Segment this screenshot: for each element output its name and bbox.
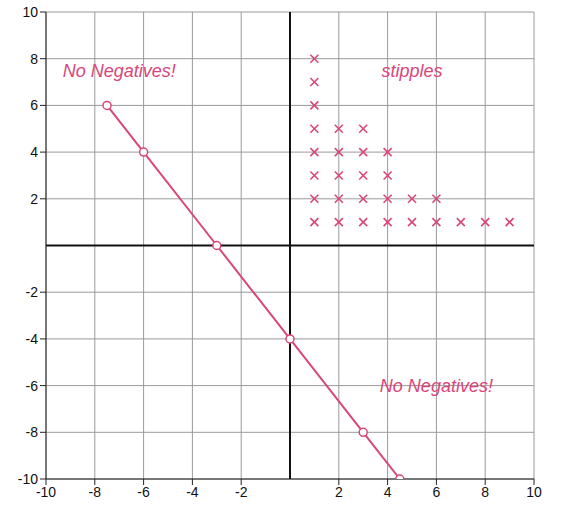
- svg-text:-2: -2: [26, 284, 39, 300]
- svg-text:8: 8: [30, 51, 38, 67]
- svg-text:No Negatives!: No Negatives!: [63, 61, 176, 81]
- svg-text:4: 4: [384, 484, 392, 500]
- svg-text:stipples: stipples: [381, 61, 442, 81]
- svg-text:10: 10: [526, 484, 542, 500]
- svg-text:-6: -6: [26, 378, 39, 394]
- svg-text:-6: -6: [137, 484, 150, 500]
- svg-text:6: 6: [433, 484, 441, 500]
- svg-text:6: 6: [30, 97, 38, 113]
- svg-text:-4: -4: [186, 484, 199, 500]
- svg-text:2: 2: [335, 484, 343, 500]
- svg-text:No Negatives!: No Negatives!: [380, 376, 493, 396]
- svg-text:-10: -10: [36, 484, 56, 500]
- svg-text:4: 4: [30, 144, 38, 160]
- svg-text:8: 8: [481, 484, 489, 500]
- svg-text:-2: -2: [235, 484, 248, 500]
- svg-text:-8: -8: [89, 484, 102, 500]
- svg-text:-4: -4: [26, 331, 39, 347]
- svg-text:-8: -8: [26, 424, 39, 440]
- svg-text:10: 10: [22, 4, 38, 20]
- svg-text:2: 2: [30, 191, 38, 207]
- svg-text:-10: -10: [18, 471, 38, 487]
